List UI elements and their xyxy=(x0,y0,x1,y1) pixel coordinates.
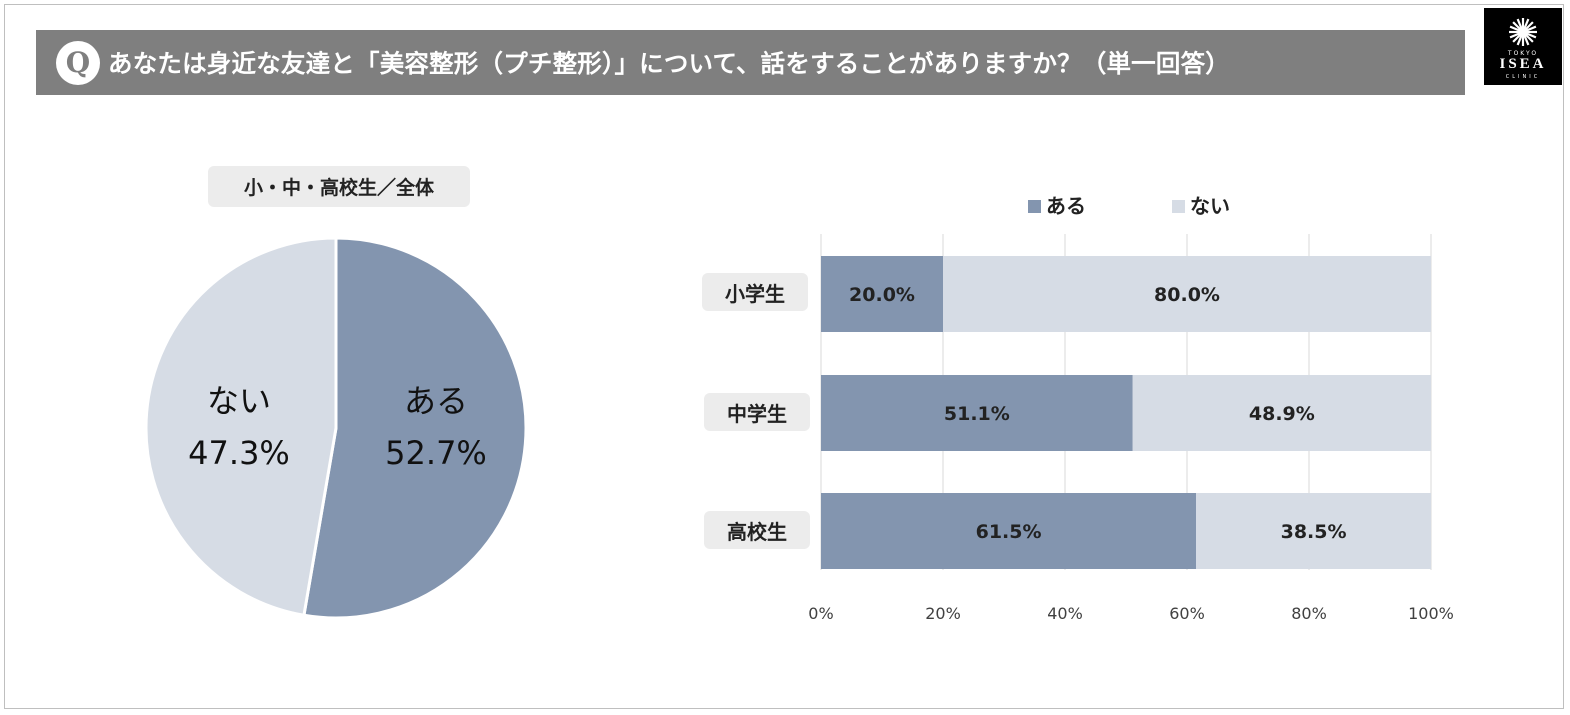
x-tick-label: 100% xyxy=(1408,604,1454,623)
logo-isea: ISEA xyxy=(1499,56,1547,72)
pie-label-name: ある xyxy=(404,382,468,420)
pie-label-value: 52.7% xyxy=(385,434,487,472)
bar-data-label: 61.5% xyxy=(976,521,1042,543)
category-label-junior-high: 中学生 xyxy=(704,393,810,431)
bar-data-label: 20.0% xyxy=(849,284,915,306)
x-tick-label: 80% xyxy=(1291,604,1327,623)
q-badge-icon: Q xyxy=(56,40,100,85)
question-title: あなたは身近な友達と「美容整形（プチ整形）」について、話をすることがありますか？… xyxy=(108,49,1230,78)
x-tick-label: 0% xyxy=(808,604,833,623)
category-label-elementary: 小学生 xyxy=(702,273,808,311)
bar-segment-aru xyxy=(821,256,943,332)
starburst-center xyxy=(1518,27,1528,37)
pie-title-pill: 小・中・高校生／全体 xyxy=(208,166,470,207)
question-title-bar: Q あなたは身近な友達と「美容整形（プチ整形）」について、話をすることがあります… xyxy=(36,30,1465,95)
legend-swatch-aru xyxy=(1028,200,1041,213)
bar-segment-nai xyxy=(1132,375,1431,451)
bar-segment-nai xyxy=(1196,493,1431,569)
bar-segment-nai xyxy=(943,256,1431,332)
x-tick-label: 60% xyxy=(1169,604,1205,623)
clinic-logo: TOKYO ISEA CLINIC xyxy=(1484,8,1562,85)
pie-label-value: 47.3% xyxy=(188,434,290,472)
x-tick-label: 20% xyxy=(925,604,961,623)
logo-clinic: CLINIC xyxy=(1505,74,1541,80)
pie-slice-aru xyxy=(302,236,528,620)
legend-label: ない xyxy=(1190,194,1230,218)
pie-label-name: ない xyxy=(207,382,271,420)
legend-swatch-nai xyxy=(1172,200,1185,213)
bar-data-label: 51.1% xyxy=(944,403,1010,425)
bar-data-label: 80.0% xyxy=(1154,284,1220,306)
pie-slice-nai xyxy=(144,236,338,618)
category-label-high-school: 高校生 xyxy=(704,511,810,549)
legend-label: ある xyxy=(1046,194,1086,218)
x-tick-label: 40% xyxy=(1047,604,1083,623)
bar-data-label: 38.5% xyxy=(1281,521,1347,543)
logo-tokyo: TOKYO xyxy=(1507,50,1539,57)
starburst-icon xyxy=(1509,18,1537,46)
bar-segment-aru xyxy=(821,375,1133,451)
bar-segment-aru xyxy=(821,493,1197,569)
bar-data-label: 48.9% xyxy=(1249,403,1315,425)
